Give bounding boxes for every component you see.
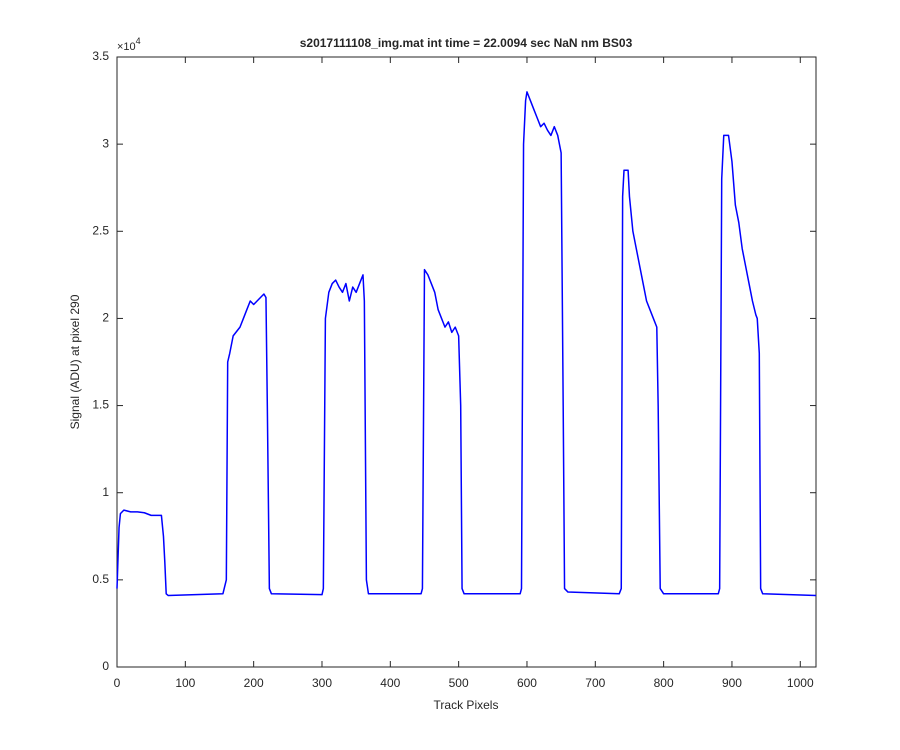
y-tick-label: 3 <box>102 136 109 150</box>
y-tick-label: 2.5 <box>92 223 109 237</box>
chart-title: s2017111108_img.mat int time = 22.0094 s… <box>300 36 633 50</box>
signal-line <box>116 91 817 597</box>
y-multiplier: ×104 <box>117 36 141 53</box>
x-tick-label: 0 <box>114 676 121 690</box>
y-axis-label: Signal (ADU) at pixel 290 <box>68 294 82 429</box>
x-tick-label: 200 <box>244 676 264 690</box>
x-tick-label: 100 <box>175 676 195 690</box>
y-tick-label: 2 <box>102 311 109 325</box>
y-tick-label: 1 <box>102 485 109 499</box>
x-tick-label: 400 <box>380 676 400 690</box>
x-tick-label: 800 <box>654 676 674 690</box>
x-tick-label: 300 <box>312 676 332 690</box>
y-tick-label: 0.5 <box>92 572 109 586</box>
plot-frame <box>116 56 817 668</box>
x-tick-label: 600 <box>517 676 537 690</box>
x-axis-label: Track Pixels <box>434 698 499 712</box>
x-tick-label: 700 <box>585 676 605 690</box>
y-multiplier-base: ×10 <box>117 41 136 53</box>
y-tick-label: 3.5 <box>92 49 109 63</box>
y-tick-label: 0 <box>102 659 109 673</box>
x-tick-label: 1000 <box>787 676 814 690</box>
x-tick-label: 500 <box>449 676 469 690</box>
y-multiplier-power: 4 <box>136 36 141 46</box>
y-tick-label: 1.5 <box>92 398 109 412</box>
x-tick-label: 900 <box>722 676 742 690</box>
